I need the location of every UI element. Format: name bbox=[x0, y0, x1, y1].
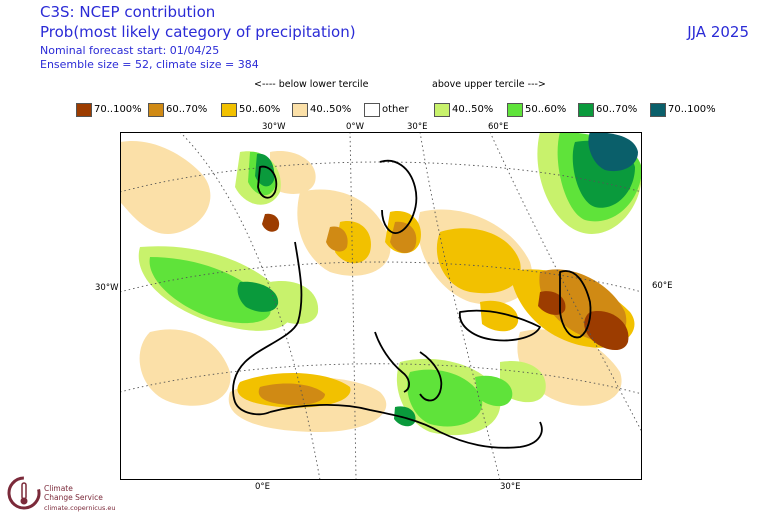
legend-swatch-icon bbox=[650, 102, 666, 117]
legend-item: 70..100% bbox=[650, 99, 716, 117]
legend-item: 70..100% bbox=[76, 99, 142, 117]
map-frame bbox=[120, 132, 642, 480]
legend-item: 40..50% bbox=[434, 99, 494, 117]
logo-line-2: Change Service bbox=[44, 493, 103, 502]
legend-label: 50..60% bbox=[239, 104, 281, 115]
parallel-line bbox=[120, 161, 642, 193]
legend-label: 70..100% bbox=[668, 104, 716, 115]
title-line-2: Prob(most likely category of precipitati… bbox=[40, 23, 356, 41]
legend-item: 50..60% bbox=[507, 99, 567, 117]
forecast-start-text: Nominal forecast start: 01/04/25 bbox=[40, 44, 220, 57]
shade-area bbox=[588, 132, 638, 172]
above-tercile-label: above upper tercile ---> bbox=[432, 79, 546, 90]
meridian-line bbox=[179, 132, 321, 480]
legend-swatch-icon bbox=[76, 102, 92, 117]
shade-area bbox=[326, 226, 348, 252]
logo-text: Climate Change Service bbox=[44, 484, 103, 502]
shade-area bbox=[394, 406, 416, 427]
lat-label-left: 30°W bbox=[95, 283, 119, 293]
legend-label: 40..50% bbox=[452, 104, 494, 115]
legend-swatch-icon bbox=[434, 102, 450, 117]
legend-swatch-icon bbox=[292, 102, 308, 117]
legend-item: 40..50% bbox=[292, 99, 352, 117]
graticule bbox=[120, 132, 642, 480]
shade-area bbox=[480, 300, 519, 332]
legend-label: 70..100% bbox=[94, 104, 142, 115]
legend-item: 60..70% bbox=[578, 99, 638, 117]
shade-area bbox=[262, 213, 280, 232]
coastline-balkans bbox=[419, 351, 443, 402]
legend-swatch-icon bbox=[221, 102, 237, 117]
title-line-1: C3S: NCEP contribution bbox=[40, 3, 216, 21]
logo-line-1: Climate bbox=[44, 484, 73, 493]
below-70-100-region bbox=[262, 213, 629, 351]
legend-label: 60..70% bbox=[166, 104, 208, 115]
legend-swatch-icon bbox=[364, 102, 380, 117]
ensemble-size-text: Ensemble size = 52, climate size = 384 bbox=[40, 58, 259, 71]
above-70-100-region bbox=[588, 132, 638, 172]
lon-label-top: 0°W bbox=[346, 122, 365, 132]
legend-item: 60..70% bbox=[148, 99, 208, 117]
shade-area bbox=[139, 329, 231, 406]
shade-area bbox=[584, 311, 629, 351]
legend-swatch-icon bbox=[578, 102, 594, 117]
coastline-italy bbox=[374, 331, 410, 393]
legend-swatch-icon bbox=[148, 102, 164, 117]
shade-area bbox=[270, 151, 316, 194]
legend-label: 60..70% bbox=[596, 104, 638, 115]
coastline-west bbox=[232, 241, 303, 416]
coastline-africa bbox=[269, 404, 543, 449]
coastline-caspian-sea bbox=[559, 270, 592, 339]
shade-area bbox=[270, 281, 319, 324]
shade-area bbox=[436, 228, 521, 294]
shade-area bbox=[407, 369, 483, 427]
shade-area bbox=[149, 257, 271, 324]
shade-area bbox=[538, 291, 566, 315]
logo-url: climate.copernicus.eu bbox=[44, 504, 116, 512]
below-tercile-label: <---- below lower tercile bbox=[254, 79, 369, 90]
parallel-line bbox=[120, 363, 642, 395]
shade-area bbox=[475, 375, 513, 407]
legend-label: 50..60% bbox=[525, 104, 567, 115]
shade-area bbox=[120, 141, 211, 235]
shade-area bbox=[255, 153, 275, 187]
season-label: JJA 2025 bbox=[687, 23, 749, 41]
legend-item: other bbox=[364, 99, 409, 117]
coastline-british-isles bbox=[257, 165, 278, 199]
shade-area bbox=[237, 281, 279, 312]
meridian-line bbox=[349, 132, 357, 480]
shade-area bbox=[258, 383, 325, 406]
copernicus-logo-icon bbox=[7, 476, 41, 510]
legend-swatch-icon bbox=[507, 102, 523, 117]
shade-area bbox=[390, 221, 417, 254]
coastline-scandinavia bbox=[379, 159, 418, 234]
coastline-black-sea bbox=[459, 309, 541, 342]
lon-label-top: 60°E bbox=[488, 122, 509, 132]
legend-label: other bbox=[382, 104, 409, 115]
lat-label-right: 60°E bbox=[652, 281, 673, 291]
coastlines bbox=[232, 159, 592, 449]
lon-label-bottom: 30°E bbox=[500, 482, 521, 492]
lon-label-top: 30°W bbox=[262, 122, 286, 132]
lon-label-bottom: 0°E bbox=[255, 482, 271, 492]
legend-item: 50..60% bbox=[221, 99, 281, 117]
lon-label-top: 30°E bbox=[407, 122, 428, 132]
legend-label: 40..50% bbox=[310, 104, 352, 115]
probability-map bbox=[120, 132, 642, 480]
parallel-line bbox=[120, 261, 642, 293]
